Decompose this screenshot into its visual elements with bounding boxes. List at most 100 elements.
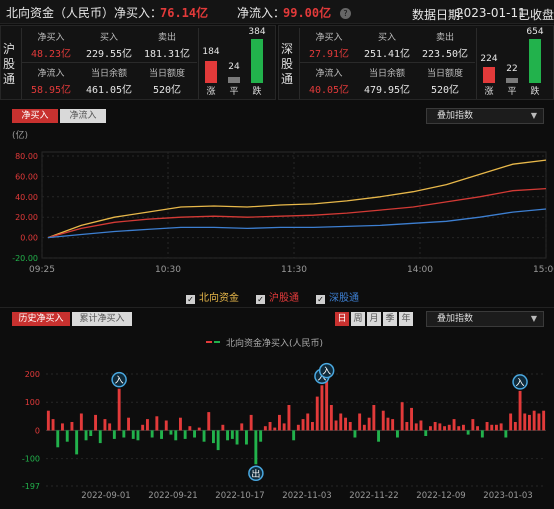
bar [98,430,102,444]
tab-history-net-buy[interactable]: 历史净买入 [12,312,70,326]
period-month-button[interactable]: 月 [367,312,381,326]
bar [495,424,498,431]
bar [372,405,376,431]
x-tick-label: 15:00 [533,265,554,275]
sz-up-count: 224 [480,54,498,64]
legend-shenzhen[interactable]: ✓ 深股通 [316,293,359,304]
bar [188,426,192,431]
y-tick-label: 100 [25,398,40,407]
bar [249,414,253,431]
x-tick-label: 2022-11-03 [282,491,331,501]
sz-up-label: 涨 [484,87,494,97]
bar [348,422,352,431]
shenzhen-label: 深股通 [281,42,294,86]
bar [174,430,178,441]
bar [528,414,531,431]
history-overlay-index-select[interactable]: 叠加指数 ▼ [426,311,544,327]
shanghai-label: 沪股通 [3,42,16,86]
sh-buy: 买入 229.55亿 [85,33,133,60]
bar [230,430,234,439]
bar [419,420,423,431]
y-tick-label: -20.00 [12,254,38,263]
date-label: 数据日期: [412,8,465,22]
bar [301,419,305,431]
chevron-down-icon: ▼ [530,314,537,323]
series-line-2 [47,208,547,239]
bar [438,423,442,431]
bar [367,417,371,431]
bar [103,419,107,431]
bar [79,413,83,431]
bar [466,430,470,435]
bar [306,413,310,431]
bar [245,430,248,445]
x-tick-label: 2022-10-17 [215,491,264,501]
check-icon: ✓ [316,295,325,304]
bar [221,424,225,431]
period-day-button[interactable]: 日 [335,312,349,326]
bar [263,426,267,431]
marker-label: 入 [317,372,326,383]
marker-label: 出 [251,468,260,480]
sh-down-count: 384 [248,27,266,37]
bar [315,396,319,431]
bar [386,417,390,431]
unit-label: (亿) [12,129,28,141]
help-icon[interactable]: ? [337,6,351,20]
svg-text:北向资金净买入(人民币): 北向资金净买入(人民币) [226,337,323,349]
bar [396,430,399,438]
sh-down-label: 跌 [252,87,262,97]
y-tick-label: 80.00 [15,152,38,161]
x-tick-label: 2022-11-22 [349,491,398,501]
bar [499,423,503,431]
bar [146,419,149,431]
overlay-index-select[interactable]: 叠加指数 ▼ [426,108,544,124]
bar [485,422,489,431]
x-tick-label: 14:00 [407,265,433,275]
bar [240,423,244,431]
bar [325,379,329,431]
bar [108,423,112,431]
sz-down-count: 654 [526,27,544,37]
bar [122,430,126,438]
sz-down-bar [529,39,541,83]
bar [344,417,347,431]
series-line-0 [47,159,547,239]
sh-up-count: 184 [202,47,220,57]
bar [287,405,291,431]
flow-marker: 入 [318,362,335,379]
sh-net-inflow: 净流入 58.95亿 [30,69,72,96]
bar [457,426,461,431]
intraday-toolbar: 净买入 净流入 叠加指数 ▼ [0,105,554,125]
bar [490,424,494,431]
bar [202,430,206,442]
tab-net-inflow[interactable]: 净流入 [60,109,106,123]
period-year-button[interactable]: 年 [399,312,413,326]
history-bar-chart: 北向资金净买入(人民币) 200 100 0 -100 -197 2022-09-01 20… [22,337,546,501]
y-tick-label: 60.00 [15,172,38,181]
bar [193,430,196,438]
bar [160,430,163,439]
bar [509,413,513,431]
net-buy-label: 净买入： [114,6,163,20]
bar [127,417,130,431]
flow-marker: 出 [248,465,264,482]
legend-northbound[interactable]: ✓ 北向资金 [186,293,239,304]
bar [542,410,546,431]
tab-cumulative-net-buy[interactable]: 累计净买入 [72,312,132,326]
period-season-button[interactable]: 季 [383,312,397,326]
net-buy-value: 76.14亿 [160,6,209,20]
shanghai-connect-panel: 沪股通 净买入 48.23亿 买入 229.55亿 卖出 181.31亿 净流入 58.… [0,25,276,100]
net-inflow-value: 99.00亿 [283,6,332,20]
bar [226,430,229,441]
bar [480,430,484,438]
bar [334,420,338,431]
marker-label: 入 [322,366,331,377]
bar [84,430,88,441]
period-week-button[interactable]: 周 [351,312,365,326]
legend-shanghai[interactable]: ✓ 沪股通 [256,293,299,304]
tab-net-buy[interactable]: 净买入 [12,109,58,123]
header-bar: 北向资金（人民币） 净买入： 76.14亿 净流入： 99.00亿 ? 数据日期… [0,0,554,24]
sh-quota: 当日额度 520亿 [148,69,185,96]
bar [414,423,418,431]
